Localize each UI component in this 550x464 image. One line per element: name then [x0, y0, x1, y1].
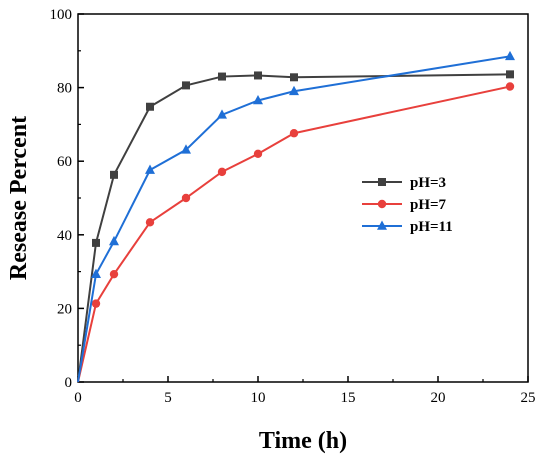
- plot-frame: [77, 13, 529, 383]
- data-point: [109, 269, 119, 279]
- legend-label: pH=3: [410, 175, 446, 191]
- x-axis-title: Time (h): [259, 428, 347, 454]
- x-tick-label: 5: [164, 390, 172, 406]
- legend: pH=3 pH=7 pH=11: [362, 175, 453, 235]
- y-axis-title: Resease Percent: [6, 116, 32, 280]
- x-tick-label: 10: [251, 390, 266, 406]
- legend-item: pH=3: [362, 175, 446, 191]
- legend-label: pH=7: [410, 197, 447, 213]
- y-tick-label: 60: [57, 154, 72, 170]
- series-3: [77, 50, 515, 383]
- data-point: [91, 268, 101, 278]
- series-layer: [77, 50, 515, 383]
- data-point: [92, 238, 100, 247]
- series-2: [77, 82, 515, 383]
- y-tick-label: 80: [57, 81, 72, 97]
- data-point: [110, 170, 118, 179]
- data-point: [289, 129, 299, 138]
- x-tick-label: 25: [521, 390, 536, 406]
- series-1: [77, 70, 514, 383]
- legend-label: pH=11: [410, 219, 453, 235]
- y-tick-label: 40: [57, 228, 72, 244]
- data-point: [505, 82, 515, 91]
- data-point: [181, 144, 191, 154]
- y-tick-label: 20: [57, 301, 72, 317]
- data-point: [145, 218, 155, 227]
- legend-marker: [378, 178, 386, 186]
- data-point: [253, 94, 263, 105]
- data-point: [253, 149, 263, 159]
- data-point: [506, 70, 514, 79]
- x-axis-ticks: 0 5 10 15 20 25: [74, 376, 536, 406]
- x-tick-label: 20: [431, 390, 446, 406]
- data-point: [217, 109, 227, 119]
- data-point: [109, 235, 119, 246]
- legend-item: pH=11: [362, 219, 453, 235]
- data-point: [289, 85, 299, 96]
- y-tick-label: 100: [50, 7, 73, 23]
- data-point: [181, 193, 191, 203]
- data-point: [91, 299, 101, 308]
- x-tick-label: 15: [341, 390, 356, 406]
- data-point: [218, 72, 226, 81]
- plot-area: [77, 13, 529, 383]
- y-axis-ticks: 0 20 40 60 80 100: [50, 7, 84, 391]
- data-point: [217, 167, 227, 177]
- x-tick-label: 0: [74, 390, 82, 406]
- y-tick-label: 0: [65, 375, 73, 391]
- data-point: [145, 164, 155, 174]
- legend-item: pH=7: [362, 197, 447, 213]
- data-point: [290, 73, 298, 82]
- legend-marker: [377, 220, 387, 230]
- data-point: [505, 50, 515, 61]
- data-point: [146, 102, 154, 111]
- legend-marker: [377, 199, 387, 209]
- data-point: [254, 71, 262, 80]
- data-point: [182, 81, 190, 90]
